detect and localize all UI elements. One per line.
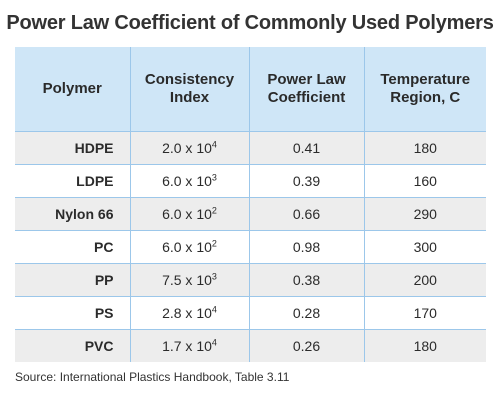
table-row: PC 6.0 x 102 0.98 300 <box>15 230 486 264</box>
header-row: Polymer Consistency Index Power Law Coef… <box>15 47 486 132</box>
table-title: Power Law Coefficient of Commonly Used P… <box>6 12 494 34</box>
header-label: Temperature <box>380 71 471 88</box>
index-mantissa: 2.0 x 10 <box>162 140 212 156</box>
coefficient-cell: 0.28 <box>249 296 365 330</box>
temperature-cell: 180 <box>364 329 486 362</box>
coefficient-cell: 0.39 <box>249 164 365 198</box>
table-row: PP 7.5 x 103 0.38 200 <box>15 263 486 297</box>
header-label: Region, C <box>390 89 461 106</box>
table-row: PVC 1.7 x 104 0.26 180 <box>15 329 486 362</box>
temperature-cell: 170 <box>364 296 486 330</box>
index-exponent: 3 <box>211 172 217 183</box>
temperature-cell: 300 <box>364 230 486 264</box>
index-mantissa: 6.0 x 10 <box>162 173 212 189</box>
consistency-index-cell: 1.7 x 104 <box>130 329 250 362</box>
temperature-cell: 290 <box>364 197 486 231</box>
consistency-index-cell: 6.0 x 103 <box>130 164 250 198</box>
index-mantissa: 6.0 x 10 <box>162 239 212 255</box>
polymer-name: LDPE <box>15 164 131 198</box>
index-exponent: 4 <box>211 337 217 348</box>
consistency-index-cell: 6.0 x 102 <box>130 230 250 264</box>
index-exponent: 4 <box>211 304 217 315</box>
polymer-name: PC <box>15 230 131 264</box>
source-note: Source: International Plastics Handbook,… <box>15 370 290 384</box>
header-label: Power Law <box>267 71 346 88</box>
polymer-name: PP <box>15 263 131 297</box>
consistency-index-cell: 7.5 x 103 <box>130 263 250 297</box>
polymer-name: HDPE <box>15 131 131 165</box>
header-label: Consistency <box>144 71 235 88</box>
index-mantissa: 7.5 x 10 <box>162 272 212 288</box>
index-exponent: 4 <box>211 139 217 150</box>
coefficient-cell: 0.38 <box>249 263 365 297</box>
temperature-cell: 200 <box>364 263 486 297</box>
polymer-name: PVC <box>15 329 131 362</box>
polymer-name: PS <box>15 296 131 330</box>
index-mantissa: 6.0 x 10 <box>162 206 212 222</box>
consistency-index-cell: 2.8 x 104 <box>130 296 250 330</box>
header-consistency-index: Consistency Index <box>130 47 250 132</box>
header-polymer: Polymer <box>15 47 131 132</box>
header-temperature-region: Temperature Region, C <box>364 47 486 132</box>
temperature-cell: 180 <box>364 131 486 165</box>
header-power-law-coefficient: Power Law Coefficient <box>249 47 365 132</box>
index-exponent: 2 <box>211 238 217 249</box>
consistency-index-cell: 2.0 x 104 <box>130 131 250 165</box>
index-exponent: 3 <box>211 271 217 282</box>
table-row: LDPE 6.0 x 103 0.39 160 <box>15 164 486 198</box>
table-row: HDPE 2.0 x 104 0.41 180 <box>15 131 486 165</box>
table-row: PS 2.8 x 104 0.28 170 <box>15 296 486 330</box>
coefficient-cell: 0.26 <box>249 329 365 362</box>
table-row: Nylon 66 6.0 x 102 0.66 290 <box>15 197 486 231</box>
consistency-index-cell: 6.0 x 102 <box>130 197 250 231</box>
coefficient-cell: 0.98 <box>249 230 365 264</box>
polymer-table: Polymer Consistency Index Power Law Coef… <box>15 47 486 362</box>
header-label: Polymer <box>42 80 102 97</box>
index-exponent: 2 <box>211 205 217 216</box>
header-label: Index <box>169 89 210 106</box>
polymer-name: Nylon 66 <box>15 197 131 231</box>
index-mantissa: 1.7 x 10 <box>162 338 212 354</box>
coefficient-cell: 0.41 <box>249 131 365 165</box>
coefficient-cell: 0.66 <box>249 197 365 231</box>
temperature-cell: 160 <box>364 164 486 198</box>
header-label: Coefficient <box>267 89 346 106</box>
index-mantissa: 2.8 x 10 <box>162 305 212 321</box>
